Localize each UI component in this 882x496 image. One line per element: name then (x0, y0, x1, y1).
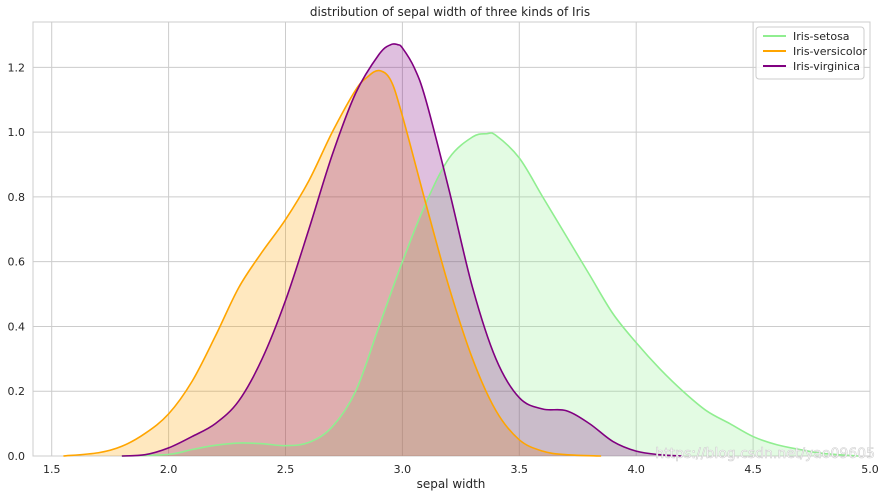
x-tick-label: 3.5 (511, 463, 529, 476)
area-iris-virginica (121, 43, 683, 456)
x-tick-label: 2.5 (277, 463, 295, 476)
y-tick-labels: 0.0 0.2 0.4 0.6 0.8 1.0 1.2 (8, 61, 26, 463)
x-tick-label: 5.0 (861, 463, 879, 476)
density-areas (63, 43, 859, 457)
legend-label: Iris-virginica (793, 60, 860, 73)
legend-label: Iris-versicolor (793, 45, 867, 58)
y-tick-label: 0.2 (8, 385, 26, 398)
area-iris-setosa (121, 132, 859, 457)
area-iris-versicolor (63, 70, 602, 456)
line-iris-virginica (121, 43, 684, 457)
y-tick-label: 0.4 (8, 320, 26, 333)
y-tick-label: 0.0 (8, 450, 26, 463)
y-tick-label: 0.6 (8, 256, 26, 269)
legend-label: Iris-setosa (793, 30, 850, 43)
density-lines (63, 43, 859, 457)
x-tick-label: 1.5 (43, 463, 61, 476)
y-tick-label: 1.0 (8, 126, 26, 139)
x-tick-labels: 1.5 2.0 2.5 3.0 3.5 4.0 4.5 5.0 (43, 463, 879, 476)
x-axis-label: sepal width (417, 477, 486, 491)
x-tick-label: 2.0 (160, 463, 178, 476)
x-tick-label: 4.5 (744, 463, 762, 476)
grid-lines (33, 22, 871, 457)
watermark-text: https://blog.csdn.net/yao09605 (655, 446, 875, 462)
legend-items: Iris-setosa Iris-versicolor Iris-virginica (763, 30, 867, 73)
x-tick-label: 3.0 (394, 463, 412, 476)
legend: Iris-setosa Iris-versicolor Iris-virginica (755, 26, 867, 80)
chart-title: distribution of sepal width of three kin… (310, 5, 590, 19)
plot-area (32, 21, 871, 457)
x-tick-label: 4.0 (627, 463, 645, 476)
y-tick-label: 1.2 (8, 61, 26, 74)
y-tick-label: 0.8 (8, 191, 26, 204)
line-iris-setosa (121, 132, 859, 457)
